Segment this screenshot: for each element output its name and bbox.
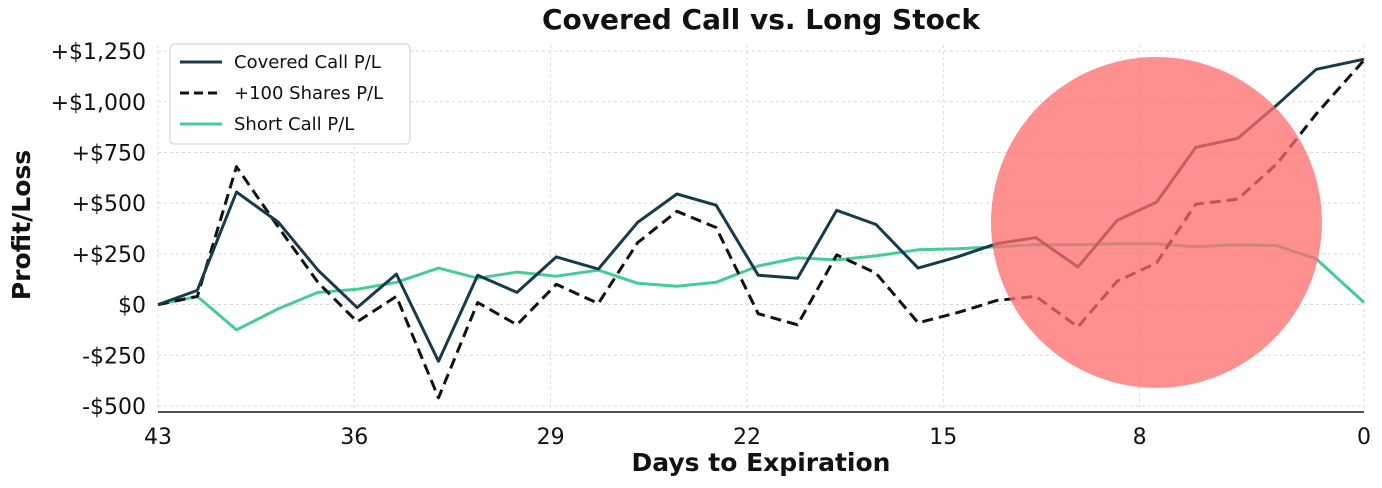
legend: Covered Call P/L +100 Shares P/L Short Cal… [169, 43, 411, 145]
chart-title: Covered Call vs. Long Stock [542, 3, 981, 36]
highlight-circle [990, 56, 1322, 388]
x-tick-label: 43 [144, 425, 172, 450]
legend-label: Covered Call P/L [234, 52, 381, 73]
x-tick-label: 8 [1133, 425, 1147, 450]
y-tick-label: +$250 [72, 243, 146, 268]
y-tick-label: +$1,000 [51, 91, 146, 116]
y-tick-label: +$750 [72, 141, 146, 166]
y-axis-title: Profit/Loss [7, 150, 36, 300]
x-tick-label: 22 [733, 425, 761, 450]
legend-label: Short Call P/L [234, 114, 354, 135]
highlight-overlay [990, 56, 1322, 388]
legend-label: +100 Shares P/L [234, 83, 383, 104]
legend-box [169, 43, 411, 145]
y-tick-label: +$500 [72, 192, 146, 217]
y-axis: -$500 -$250 $0 +$250 +$500 +$750 +$1,000 +$1,25… [51, 40, 146, 420]
x-tick-label: 36 [340, 425, 368, 450]
x-tick-label: 0 [1357, 425, 1371, 450]
x-tick-label: 15 [929, 425, 957, 450]
y-tick-label: +$1,250 [51, 40, 146, 65]
y-tick-label: $0 [118, 294, 146, 319]
x-axis-title: Days to Expiration [632, 448, 891, 477]
x-tick-label: 29 [537, 425, 565, 450]
x-axis: 43 36 29 22 15 8 0 [144, 411, 1371, 450]
y-tick-label: -$250 [82, 344, 146, 369]
y-tick-label: -$500 [82, 395, 146, 420]
